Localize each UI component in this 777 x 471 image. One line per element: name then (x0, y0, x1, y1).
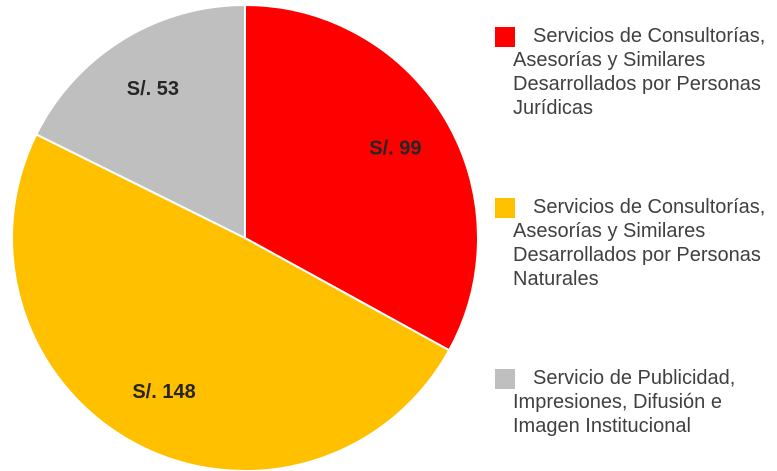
data-label: S/. 53 (127, 78, 179, 100)
data-label: S/. 148 (132, 381, 195, 403)
pie-slice (34, 3, 246, 240)
legend-label: Servicio de Publicidad, Impresiones, Dif… (513, 367, 736, 437)
data-label: S/. 99 (369, 137, 421, 159)
legend-item: Servicio de Publicidad, Impresiones, Dif… (495, 366, 775, 438)
pie-slice (11, 133, 451, 471)
legend-swatch (495, 369, 515, 389)
pie-slice (244, 3, 479, 352)
legend-swatch (495, 27, 515, 47)
legend-item: Servicios de Consultorías, Asesorías y S… (495, 195, 775, 291)
legend-label: Servicios de Consultorías, Asesorías y S… (513, 25, 766, 119)
legend-item: Servicios de Consultorías, Asesorías y S… (495, 24, 775, 120)
legend-label: Servicios de Consultorías, Asesorías y S… (513, 196, 766, 290)
legend-swatch (495, 198, 515, 218)
